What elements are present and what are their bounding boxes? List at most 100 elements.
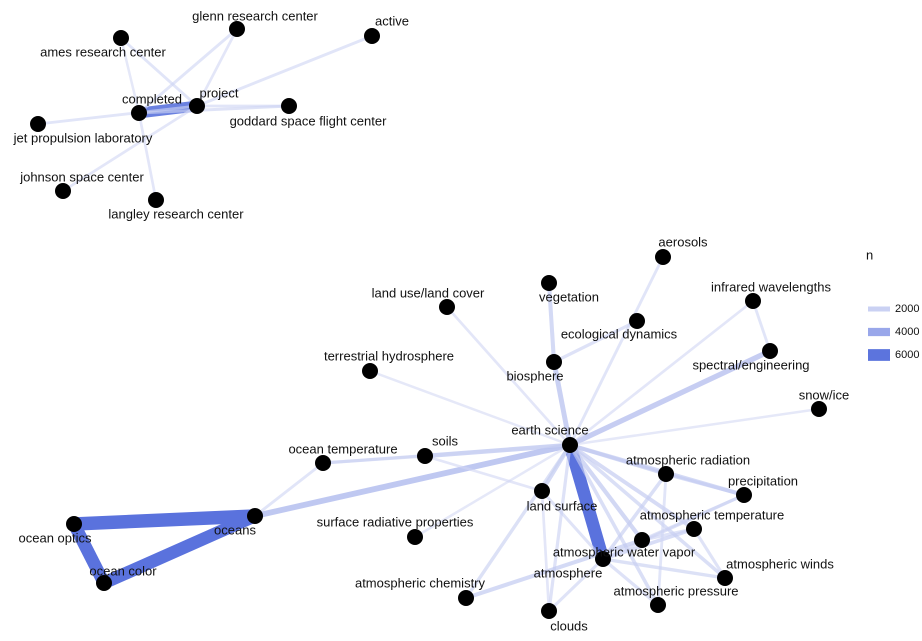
node-label: spectral/engineering	[692, 357, 809, 372]
node-label: ecological dynamics	[561, 326, 678, 341]
edge	[547, 444, 572, 612]
edge	[568, 443, 727, 580]
node-label: johnson space center	[19, 169, 144, 184]
legend: n 2000 4000 6000	[866, 247, 919, 360]
node	[30, 116, 46, 132]
edge	[254, 442, 571, 519]
node	[362, 363, 378, 379]
edge	[73, 509, 256, 531]
edge	[540, 490, 551, 612]
edge	[465, 538, 643, 600]
edge	[553, 319, 638, 364]
node-label: infrared wavelengths	[711, 279, 831, 294]
node-label: ocean color	[89, 563, 157, 578]
node	[595, 551, 611, 567]
edge	[641, 493, 745, 542]
node-label: ocean optics	[19, 530, 92, 545]
edge	[568, 443, 696, 531]
edge	[120, 36, 198, 108]
node-label: langley research center	[108, 206, 244, 221]
node-label: oceans	[214, 522, 256, 537]
edge	[101, 510, 258, 589]
edge	[369, 369, 571, 447]
edge	[445, 306, 572, 446]
node-label: precipitation	[728, 473, 798, 488]
node-label: snow/ice	[799, 387, 850, 402]
node-label: atmospheric radiation	[626, 452, 750, 467]
node	[131, 105, 147, 121]
edge	[569, 443, 667, 476]
node-label: earth science	[511, 422, 588, 437]
legend-title: n	[866, 247, 873, 262]
node	[148, 192, 164, 208]
node	[229, 21, 245, 37]
edge	[68, 521, 110, 586]
node	[189, 98, 205, 114]
node	[745, 293, 761, 309]
node	[717, 570, 733, 586]
node-label: surface radiative properties	[317, 514, 474, 529]
edge	[119, 37, 141, 114]
edge	[568, 444, 660, 606]
edge	[641, 527, 695, 542]
edge	[547, 557, 605, 613]
node-label: terrestrial hydrosphere	[324, 348, 454, 363]
edge	[546, 282, 557, 363]
node	[66, 516, 82, 532]
edge	[568, 348, 772, 448]
node-label: ames research center	[40, 44, 166, 59]
edge	[656, 473, 668, 606]
node-label: clouds	[550, 618, 588, 633]
edge	[62, 104, 198, 193]
node	[655, 249, 671, 265]
node-label: atmospheric pressure	[614, 583, 739, 598]
node-label: atmospheric temperature	[640, 507, 785, 522]
node-label: ocean temperature	[288, 441, 397, 456]
edge	[414, 443, 571, 539]
node	[634, 532, 650, 548]
node	[281, 98, 297, 114]
node-label: active	[375, 13, 409, 28]
node	[541, 603, 557, 619]
node-label: atmospheric water vapor	[553, 544, 696, 559]
edge	[551, 361, 573, 446]
edge	[569, 407, 820, 447]
node	[55, 183, 71, 199]
node	[541, 275, 557, 291]
edge	[196, 34, 373, 108]
node-label: soils	[432, 433, 459, 448]
edge	[602, 557, 726, 580]
edge	[601, 557, 660, 607]
node	[417, 448, 433, 464]
node-label: biosphere	[506, 368, 563, 383]
node-label: land surface	[527, 498, 598, 513]
edge	[751, 300, 772, 352]
edge	[138, 27, 238, 115]
edge	[563, 443, 610, 561]
edge	[254, 461, 324, 518]
node	[811, 401, 827, 417]
node	[562, 437, 578, 453]
node	[736, 487, 752, 503]
node	[113, 30, 129, 46]
node-label: aerosols	[658, 234, 708, 249]
node-label: atmosphere	[534, 565, 603, 580]
node-label: atmospheric chemistry	[355, 575, 486, 590]
node	[96, 575, 112, 591]
edge	[568, 256, 665, 446]
legend-label: 4000	[895, 326, 919, 338]
node	[439, 299, 455, 315]
edge	[424, 454, 543, 493]
node-label: jet propulsion laboratory	[13, 130, 153, 145]
node	[315, 455, 331, 471]
node	[458, 590, 474, 606]
edge	[692, 528, 727, 579]
node-label: project	[199, 85, 238, 100]
node	[650, 597, 666, 613]
edge	[540, 489, 605, 561]
edge	[665, 472, 745, 497]
node-label: land use/land cover	[372, 285, 485, 300]
edge	[322, 443, 571, 465]
node	[534, 483, 550, 499]
